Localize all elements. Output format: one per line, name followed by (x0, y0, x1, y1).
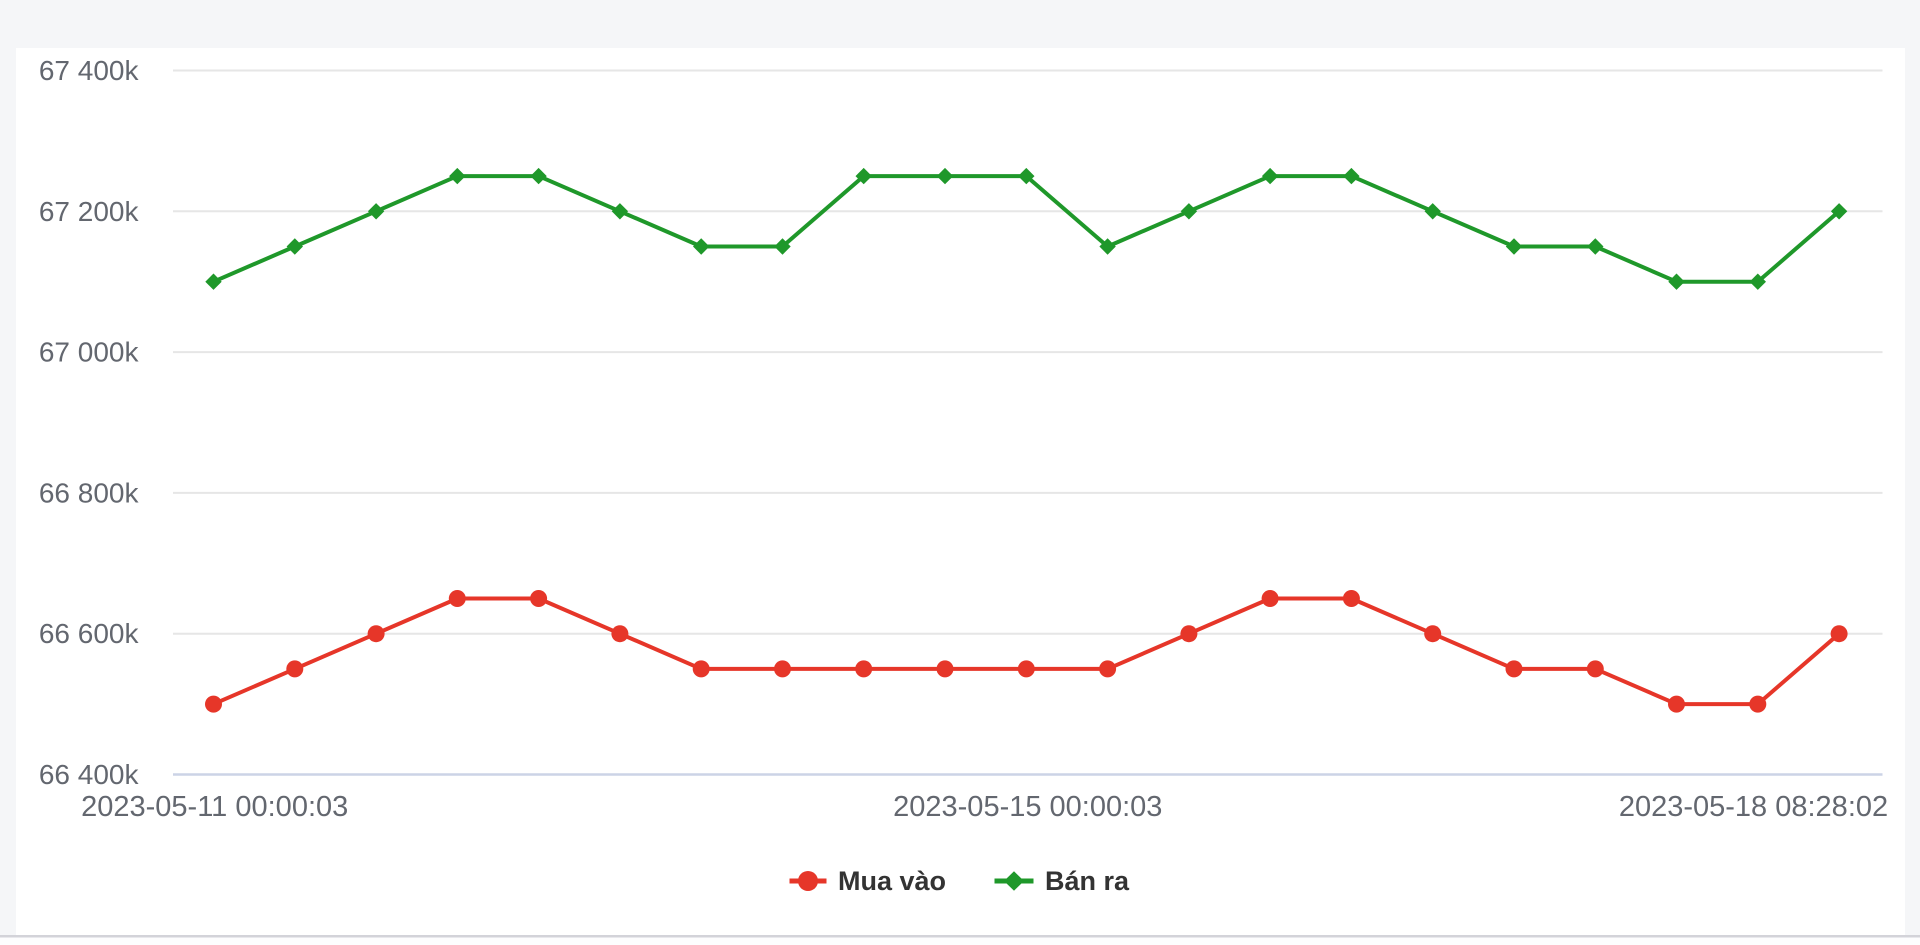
svg-text:67 000k: 67 000k (39, 337, 140, 368)
svg-text:67 400k: 67 400k (39, 55, 140, 86)
svg-text:66 800k: 66 800k (39, 477, 140, 508)
svg-text:2023-05-18 08:28:02: 2023-05-18 08:28:02 (1619, 791, 1888, 823)
svg-text:2023-05-11 00:00:03: 2023-05-11 00:00:03 (81, 791, 348, 823)
svg-text:67 200k: 67 200k (39, 196, 140, 227)
svg-text:Bán ra: Bán ra (1045, 866, 1130, 896)
svg-text:Mua vào: Mua vào (838, 866, 946, 896)
svg-text:66 600k: 66 600k (39, 618, 140, 649)
svg-text:66 400k: 66 400k (39, 759, 140, 790)
svg-text:2023-05-15 00:00:03: 2023-05-15 00:00:03 (893, 791, 1162, 823)
